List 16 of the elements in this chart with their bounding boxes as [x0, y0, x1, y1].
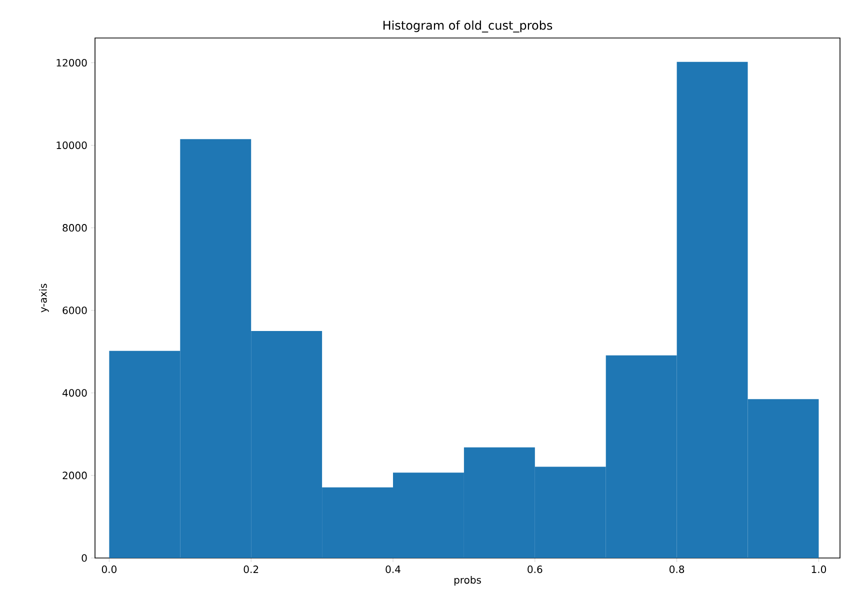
chart-title: Histogram of old_cust_probs [383, 20, 552, 32]
x-tick-label: 0.8 [670, 566, 684, 574]
x-tick-label: 0.4 [386, 566, 400, 574]
y-tick-label: 2000 [62, 472, 87, 480]
y-tick-label: 12000 [56, 58, 87, 67]
x-tick-label: 1.0 [812, 566, 826, 574]
y-tick-label: 10000 [56, 142, 87, 150]
x-tick-label: 0.2 [244, 566, 258, 574]
x-tick-label: 0.0 [102, 566, 116, 574]
y-tick-label: 6000 [62, 306, 87, 314]
y-tick-label: 4000 [62, 389, 87, 397]
x-tick-label: 0.6 [528, 566, 542, 574]
y-axis-title: y-axis [39, 284, 49, 312]
y-tick-label: 0 [82, 554, 87, 562]
y-tick-label: 8000 [62, 224, 87, 232]
x-axis-title: probs [454, 576, 481, 586]
